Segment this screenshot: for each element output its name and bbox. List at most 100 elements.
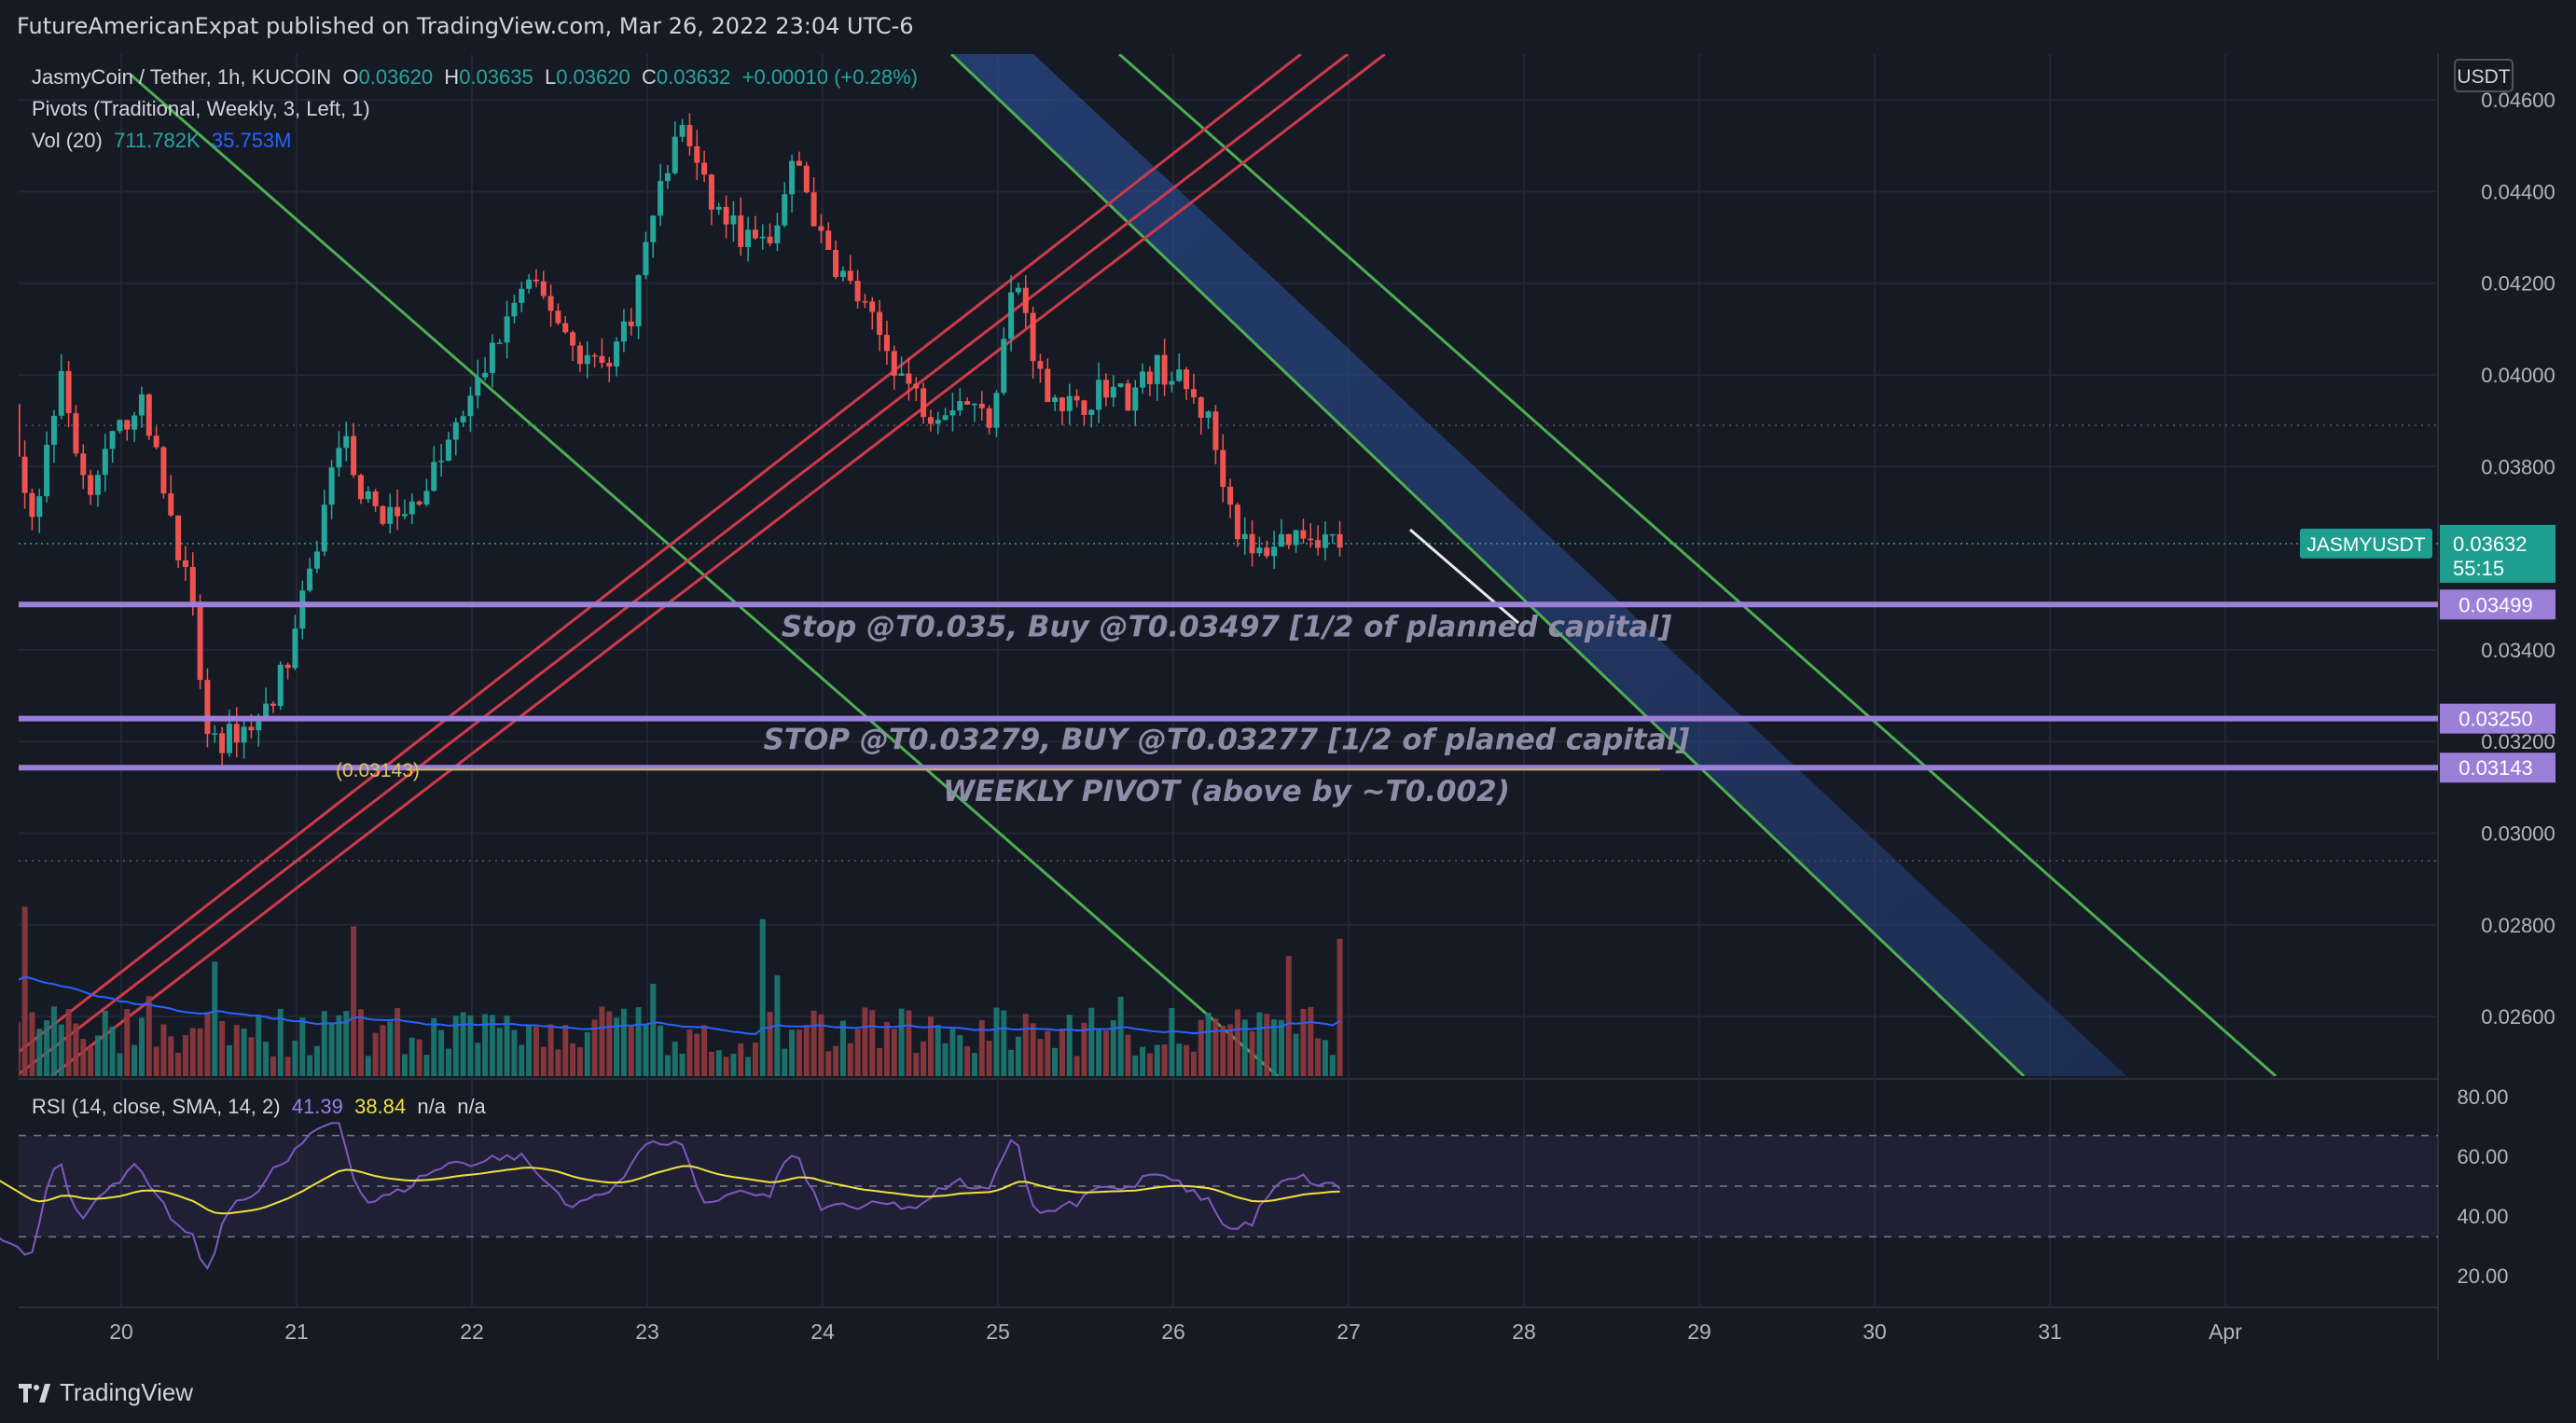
candle-body <box>1300 530 1307 539</box>
volume-bar <box>29 1012 35 1076</box>
volume-bar <box>701 1025 708 1076</box>
volume-bar <box>299 1017 306 1076</box>
volume-bar <box>1285 956 1292 1076</box>
open-value: 0.03620 <box>358 65 434 89</box>
x-tick-label: 26 <box>1161 1319 1185 1344</box>
axes: 19202122232425262728293031Apr0.046000.04… <box>109 59 2555 1344</box>
volume-bar <box>825 1051 832 1076</box>
volume-bar <box>986 1041 992 1076</box>
red-trendline-1 <box>19 54 1302 1054</box>
candle-body <box>44 445 50 497</box>
volume-bar <box>80 1039 87 1076</box>
volume-bar <box>1234 1009 1240 1076</box>
candle-body <box>1205 411 1212 418</box>
volume-bar <box>935 1025 941 1076</box>
candle-body <box>256 717 262 731</box>
x-tick-label: 22 <box>460 1319 484 1344</box>
volume-bar <box>576 1047 583 1076</box>
tradingview-logo[interactable]: TradingView <box>19 1378 193 1407</box>
symbol-legend[interactable]: JasmyCoin / Tether, 1h, KUCOIN O0.03620 … <box>32 65 918 90</box>
rsi-legend[interactable]: RSI (14, close, SMA, 14, 2) 41.39 38.84 … <box>32 1095 486 1119</box>
header: FutureAmericanExpat published on Trading… <box>0 0 2576 54</box>
candle-body <box>533 279 539 282</box>
x-tick-label: 20 <box>109 1319 133 1344</box>
volume-bar <box>504 1015 510 1076</box>
volume-bar <box>883 1021 890 1076</box>
candle-body <box>1154 354 1160 384</box>
volume-bar <box>854 1029 861 1076</box>
volume-bar <box>664 1055 671 1076</box>
tradingview-icon <box>19 1383 50 1402</box>
volume-bar <box>694 1033 700 1076</box>
volume-bar <box>1015 1036 1021 1076</box>
volume-bar <box>409 1037 415 1076</box>
candle-body <box>263 703 270 718</box>
candle-body <box>942 415 949 421</box>
volume-bar <box>628 1026 634 1076</box>
volume-bar <box>1227 1024 1234 1076</box>
x-tick-label: 24 <box>810 1319 835 1344</box>
close-label: C <box>641 65 657 89</box>
volume-bar <box>1241 1019 1248 1076</box>
candle-body <box>197 603 203 681</box>
volume-ma-line <box>19 975 1341 1035</box>
volume-legend[interactable]: Vol (20) 711.782K 35.753M <box>32 129 292 153</box>
volume-bar <box>313 1045 320 1076</box>
candle-body <box>117 420 123 432</box>
candle-body <box>913 383 920 389</box>
volume-bar <box>570 1043 576 1076</box>
volume-bar <box>862 1007 868 1076</box>
volume-bar <box>745 1057 752 1076</box>
volume-bar <box>1176 1043 1183 1076</box>
volume-bar <box>957 1034 963 1076</box>
candle-body <box>109 431 116 449</box>
volume-bar <box>467 1015 474 1076</box>
volume-bar <box>1249 1030 1255 1076</box>
volume-bar <box>94 1035 101 1076</box>
candle-body <box>431 462 437 491</box>
candle-body <box>635 275 642 326</box>
candle-body <box>723 206 729 225</box>
candle-body <box>927 417 934 424</box>
candle-body <box>504 316 510 343</box>
candle-body <box>438 460 445 463</box>
currency-label: USDT <box>2457 66 2510 88</box>
volume-bar <box>555 1049 561 1076</box>
change-value: +0.00010 (+0.28%) <box>741 65 918 89</box>
x-tick-label: 21 <box>284 1319 309 1344</box>
candle-body <box>862 300 868 303</box>
volume-bar <box>1169 1008 1175 1076</box>
candle-body <box>906 373 912 384</box>
candle-body <box>124 420 131 430</box>
volume-bar <box>256 1015 262 1076</box>
volume-bar <box>1198 1019 1204 1076</box>
volume-bar <box>1212 1018 1219 1076</box>
candle-body <box>80 453 87 476</box>
candle-body <box>1073 395 1080 401</box>
candle-body <box>299 590 306 629</box>
volume-bar <box>533 1026 539 1076</box>
volume-bar <box>328 1023 335 1076</box>
volume-bar <box>730 1054 737 1076</box>
volume-bar <box>189 1028 196 1076</box>
symbol-name: JasmyCoin / Tether, 1h, KUCOIN <box>32 65 332 89</box>
price-chart[interactable]: Stop @T0.035, Buy @T0.03497 [1/2 of plan… <box>0 0 2576 1360</box>
pivots-legend[interactable]: Pivots (Traditional, Weekly, 3, Left, 1) <box>32 97 370 121</box>
volume-bar <box>58 1024 64 1076</box>
candle-body <box>182 560 188 567</box>
volume-bar <box>833 1045 839 1076</box>
volume-bar <box>1161 1043 1168 1076</box>
candle-body <box>1184 369 1190 390</box>
candle-body <box>1125 383 1131 411</box>
candle-body <box>321 504 327 552</box>
candle-body <box>949 410 956 416</box>
volume-bar <box>1132 1055 1139 1076</box>
candle-body <box>102 449 108 476</box>
candle-body <box>1066 395 1073 411</box>
candle-body <box>978 403 985 408</box>
candle-body <box>1110 386 1116 398</box>
volume-bar <box>1256 1012 1263 1076</box>
candle-body <box>774 225 781 243</box>
candle-body <box>1322 533 1328 548</box>
volume-bar <box>906 1010 912 1076</box>
